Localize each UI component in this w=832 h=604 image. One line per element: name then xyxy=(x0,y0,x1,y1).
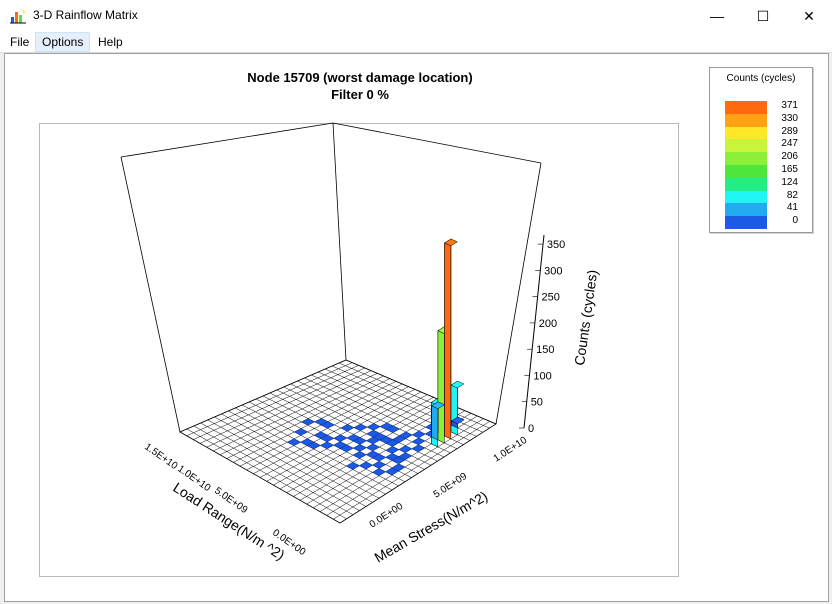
floor-grid-line xyxy=(345,359,497,425)
bar-top xyxy=(443,238,458,247)
x-axis-title: Mean Stress(N/m^2) xyxy=(372,488,491,566)
floor-grid-line xyxy=(199,367,365,444)
floor-cell xyxy=(306,441,321,450)
legend-swatch xyxy=(725,203,767,217)
legend-swatch xyxy=(725,126,767,140)
bar-top xyxy=(431,401,446,409)
floor-grid-line xyxy=(179,359,347,433)
x-tick-label: 5.0E+09 xyxy=(432,471,470,501)
floor-cell xyxy=(372,453,387,462)
floor-cell xyxy=(366,423,381,431)
title-bar: 3-D Rainflow Matrix — ☐ ✕ xyxy=(0,0,832,32)
x-tick-label: 0.0E+00 xyxy=(368,501,406,531)
z-tick-label: 350 xyxy=(547,239,565,251)
legend-label: 41 xyxy=(786,202,798,214)
z-axis-line xyxy=(523,234,545,429)
chart-title: Node 15709 (worst damage location) xyxy=(247,70,473,85)
floor-cell xyxy=(358,461,374,470)
legend-label: 371 xyxy=(781,100,798,111)
floor-cell xyxy=(353,423,368,432)
close-icon: ✕ xyxy=(803,7,815,24)
maximize-icon: ☐ xyxy=(756,7,770,24)
floor-cell xyxy=(345,462,360,470)
window-edge xyxy=(0,53,4,604)
floor-cell xyxy=(313,431,328,439)
menu-bar: File Options Help xyxy=(0,32,832,53)
floor-cell xyxy=(333,441,348,449)
legend-swatch xyxy=(725,139,767,153)
wall-edge xyxy=(332,122,542,164)
maximize-button[interactable]: ☐ xyxy=(740,0,786,32)
legend-label: 0 xyxy=(792,215,798,227)
floor-cell xyxy=(398,431,413,440)
z-tick-label: 250 xyxy=(541,292,559,304)
legend-swatch xyxy=(725,152,767,166)
legend-swatch xyxy=(725,101,767,114)
floor-cell xyxy=(286,438,302,446)
bar-face xyxy=(431,405,439,441)
wall-edge xyxy=(120,156,181,433)
floor-cell xyxy=(293,428,309,436)
floor-grid-line xyxy=(193,365,359,440)
menu-help[interactable]: Help xyxy=(98,35,123,49)
legend-swatch xyxy=(725,190,767,204)
floor-cell xyxy=(300,418,316,426)
bar-top xyxy=(450,416,465,425)
legend-swatch xyxy=(725,177,767,191)
legend-swatch xyxy=(725,113,767,127)
floor-cell xyxy=(352,437,368,445)
legend-label: 165 xyxy=(781,164,798,175)
floor-cell xyxy=(385,425,401,433)
z-tick-label: 100 xyxy=(533,370,551,382)
floor-grid-line xyxy=(186,362,353,437)
y-tick-label: 1.5E+10 xyxy=(142,441,179,472)
floor-cell xyxy=(371,468,387,477)
floor-cell xyxy=(385,446,400,454)
floor-cell xyxy=(385,467,400,476)
z-tick-label: 200 xyxy=(539,318,557,330)
bar-face xyxy=(437,330,445,444)
floor-grid-line xyxy=(338,362,490,429)
legend-label: 124 xyxy=(781,176,798,188)
floor-cell xyxy=(372,460,387,469)
floor-cell xyxy=(320,421,335,429)
app-icon xyxy=(10,9,26,24)
legend-label: 206 xyxy=(781,151,798,163)
floor-cell xyxy=(411,430,426,439)
window-title: 3-D Rainflow Matrix xyxy=(33,8,138,22)
legend-swatch xyxy=(725,216,767,230)
menu-options[interactable]: Options xyxy=(35,32,91,52)
wall-edge xyxy=(120,122,334,158)
z-tick-label: 50 xyxy=(531,397,543,409)
z-tick-label: 150 xyxy=(536,344,554,356)
floor-cell xyxy=(411,444,426,453)
legend: Counts (cycles) 371 330 289 247 206 165 124 82 4… xyxy=(709,67,813,233)
x-tick-label: 1.0E+10 xyxy=(492,435,530,465)
bar-face xyxy=(444,242,452,440)
bar-top xyxy=(450,380,465,389)
floor-cell xyxy=(352,444,367,452)
chart-subtitle: Filter 0 % xyxy=(331,87,389,102)
close-button[interactable]: ✕ xyxy=(786,0,832,32)
floor-cell xyxy=(340,424,355,432)
floor-cell xyxy=(411,437,426,446)
floor-cell xyxy=(333,434,348,442)
z-axis-title: Counts (cycles) xyxy=(571,269,600,367)
legend-label: 289 xyxy=(781,125,798,137)
floor-cell xyxy=(365,443,380,452)
legend-label: 82 xyxy=(786,189,798,201)
legend-label: 247 xyxy=(781,138,798,150)
legend-label: 330 xyxy=(781,112,798,124)
legend-title: Counts (cycles) xyxy=(726,73,796,84)
z-tick-label: 0 xyxy=(528,423,534,435)
minimize-button[interactable]: — xyxy=(694,0,740,32)
floor-cell xyxy=(398,445,413,453)
wall-edge xyxy=(332,122,347,361)
wall-edge xyxy=(495,162,542,425)
z-tick-label: 300 xyxy=(544,265,562,277)
legend-swatch xyxy=(725,165,767,178)
menu-file[interactable]: File xyxy=(10,35,30,49)
minimize-icon: — xyxy=(710,8,724,24)
